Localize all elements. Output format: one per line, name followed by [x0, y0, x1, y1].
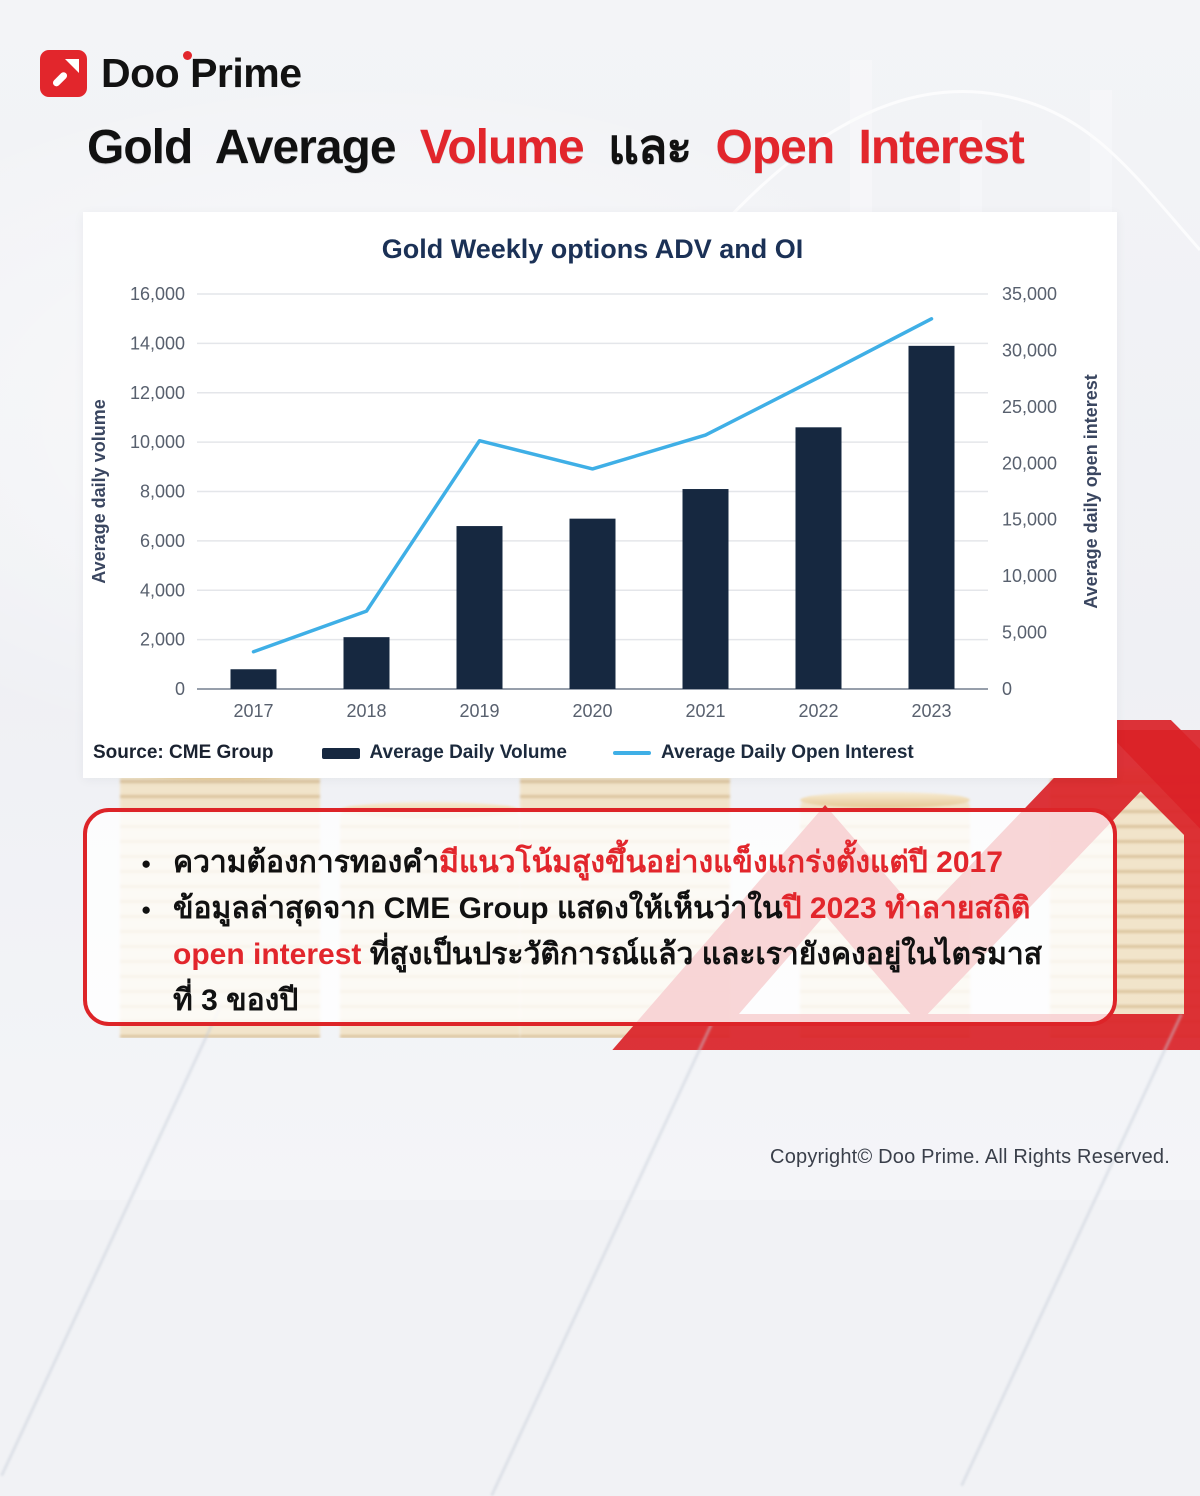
legend-label: Average Daily Volume: [369, 742, 567, 763]
right-axis-tick: 15,000: [1002, 510, 1057, 530]
notes-box: ความต้องการทองคำมีแนวโน้มสูงขึ้นอย่างแข็…: [83, 808, 1117, 1026]
background-diagonal-line: [490, 1023, 713, 1496]
volume-bar-2021: [682, 489, 729, 689]
note-bullet: ข้อมูลล่าสุดจาก CME Group แสดงให้เห็นว่า…: [141, 886, 1057, 1024]
right-axis-tick: 20,000: [1002, 453, 1057, 473]
x-axis-label: 2018: [346, 701, 386, 721]
doo-prime-logo-icon: [40, 50, 87, 97]
text-segment: ข้อมูลล่าสุดจาก CME Group แสดงให้เห็นว่า…: [173, 892, 783, 925]
infographic-root: Doo Prime Gold Average Volume และ Open I…: [0, 0, 1200, 1200]
x-axis-label: 2022: [798, 701, 838, 721]
volume-bar-2023: [908, 345, 955, 689]
left-axis-tick: 10,000: [130, 432, 185, 452]
x-axis-label: 2019: [459, 701, 499, 721]
text-segment: มีแนวโน้มสูงขึ้นอย่างแข็งแกร่งตั้งแต่ปี …: [439, 846, 1003, 879]
text-segment: Volume: [419, 121, 585, 174]
line-swatch-icon: [612, 751, 651, 755]
x-axis-label: 2017: [233, 701, 273, 721]
note-bullet: ความต้องการทองคำมีแนวโน้มสูงขึ้นอย่างแข็…: [141, 840, 1057, 887]
brand-i-dot: [183, 51, 192, 60]
x-axis-label: 2023: [911, 701, 951, 721]
right-axis-tick: 10,000: [1002, 566, 1057, 586]
left-axis-tick: 6,000: [140, 531, 185, 551]
left-axis-tick: 2,000: [140, 630, 185, 650]
left-axis-tick: 16,000: [130, 284, 185, 304]
notes-list: ความต้องการทองคำมีแนวโน้มสูงขึ้นอย่างแข็…: [87, 812, 1113, 1024]
x-axis-label: 2020: [572, 701, 612, 721]
left-axis-tick: 0: [175, 679, 185, 699]
volume-bar-2017: [230, 669, 277, 689]
legend-item: Average Daily Open Interest: [612, 742, 914, 764]
right-axis-tick: 30,000: [1002, 340, 1057, 360]
text-segment: Open Interest: [715, 121, 1025, 174]
left-axis-title: Average daily volume: [89, 399, 109, 583]
right-axis-tick: 5,000: [1002, 623, 1047, 643]
right-axis-tick: 35,000: [1002, 284, 1057, 304]
legend-item: Average Daily Volume: [321, 742, 567, 764]
legend-label: Average Daily Open Interest: [660, 742, 914, 763]
bar-swatch-icon: [321, 747, 360, 759]
text-segment: ปี 2023 ทำลายสถิติ open interest: [173, 892, 1031, 971]
doo-prime-logo: Doo Prime: [40, 50, 302, 97]
background-diagonal-line: [960, 1013, 1183, 1487]
volume-bar-2018: [343, 637, 390, 689]
left-axis-tick: 14,000: [130, 333, 185, 353]
chart-footer: Source: CME Group Average Daily Volume Av…: [93, 742, 1107, 764]
chart-legend: Average Daily Volume Average Daily Open I…: [321, 742, 914, 764]
left-axis-tick: 12,000: [130, 383, 185, 403]
volume-bar-2020: [569, 518, 616, 689]
source-label: Source: CME Group: [93, 742, 274, 763]
right-axis-title: Average daily open interest: [1081, 374, 1101, 608]
right-axis-tick: 25,000: [1002, 397, 1057, 417]
background-diagonal-line: [0, 1003, 223, 1477]
combo-chart: 0 2,000 4,000 6,000 8,000 10,000 12,000 14,000 1…: [89, 234, 1101, 721]
right-axis-tick: 0: [1002, 679, 1012, 699]
brand-name: Doo Prime: [101, 50, 302, 96]
page-title: Gold Average Volume และ Open Interest: [87, 120, 1147, 175]
copyright-text: Copyright© Doo Prime. All Rights Reserve…: [770, 1146, 1170, 1168]
volume-bar-2019: [456, 526, 503, 689]
x-axis-label: 2021: [685, 701, 725, 721]
chart-card: 0 2,000 4,000 6,000 8,000 10,000 12,000 14,000 1…: [83, 212, 1117, 778]
left-axis-tick: 8,000: [140, 482, 185, 502]
open-interest-line: [251, 317, 934, 654]
text-segment: ความต้องการทองคำ: [173, 846, 440, 879]
chart-title: Gold Weekly options ADV and OI: [382, 234, 804, 264]
volume-bar-2022: [795, 427, 842, 689]
text-segment: และ: [583, 121, 716, 174]
text-segment: Gold Average: [87, 121, 420, 174]
text-segment: ที่สูงเป็นประวัติการณ์แล้ว และเรายังคงอย…: [173, 938, 1043, 1017]
left-axis-tick: 4,000: [140, 580, 185, 600]
